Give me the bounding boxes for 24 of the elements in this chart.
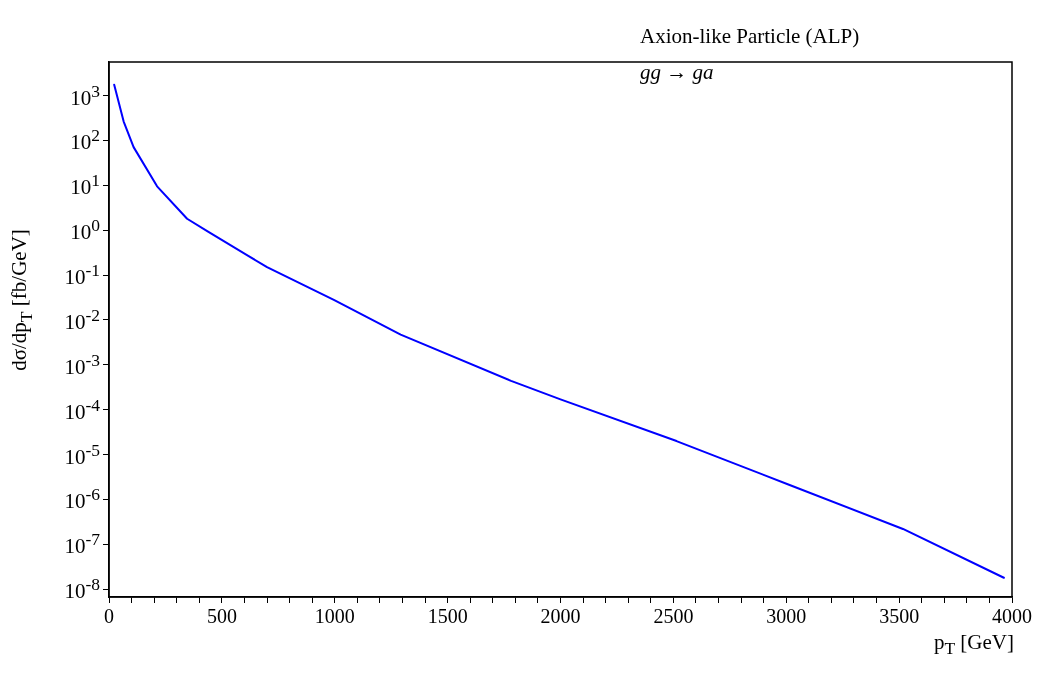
- annotation: gg → ga: [640, 60, 714, 85]
- x-tick-label: 4000: [992, 605, 1032, 628]
- y-tick-label: 10$^{-1}$: [64, 260, 100, 290]
- y-tick-label: 10$^{3}$: [70, 80, 100, 110]
- x-tick-label: 2500: [653, 605, 694, 628]
- y-tick-label: 10$^{-2}$: [64, 304, 100, 334]
- y-tick-label: 10$^{-7}$: [64, 529, 100, 559]
- x-tick-label: 3500: [879, 605, 920, 628]
- y-tick-label: 10$^{-8}$: [64, 574, 100, 604]
- y-tick-label: 10$^{-5}$: [64, 439, 100, 469]
- x-tick-label: 3000: [766, 605, 807, 628]
- y-tick-label: 10$^{2}$: [70, 125, 100, 155]
- x-tick-label: 2000: [540, 605, 581, 628]
- x-axis-title: p$_{T}$ [GeV]: [933, 630, 1014, 660]
- x-tick-label: 1500: [427, 605, 468, 628]
- x-tick-label: 0: [104, 605, 114, 628]
- y-tick-label: 10$^{0}$: [70, 215, 100, 245]
- y-tick-label: 10$^{-4}$: [64, 394, 100, 424]
- y-tick-label: 10$^{-6}$: [64, 484, 100, 514]
- x-tick-label: 500: [206, 605, 237, 628]
- y-tick-label: 10$^{-3}$: [64, 349, 100, 379]
- text: Axion-like Particle (ALP): [640, 24, 860, 49]
- y-tick-label: 10$^{1}$: [70, 170, 100, 200]
- x-tick-label: 1000: [314, 605, 355, 628]
